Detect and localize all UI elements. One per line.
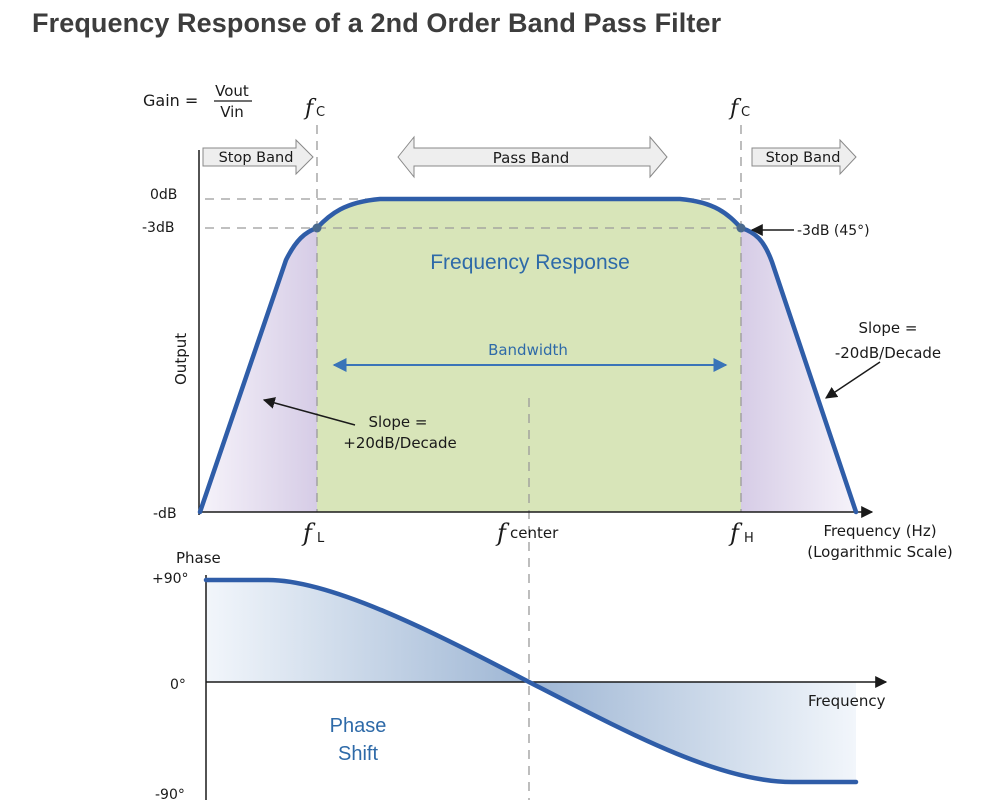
- freq-axis-label-line2: (Logarithmic Scale): [807, 543, 953, 561]
- slope-pos-line2: +20dB/Decade: [343, 434, 457, 452]
- f-high-symbol: f: [728, 519, 743, 547]
- rolloff-right-fill: [741, 228, 856, 512]
- slope-neg-line2: -20dB/Decade: [835, 344, 941, 362]
- phase-shift-line1: Phase: [330, 715, 387, 737]
- reference-dashes: [205, 125, 742, 800]
- page-title: Frequency Response of a 2nd Order Band P…: [32, 8, 722, 38]
- minus3db-45-label: -3dB (45°): [797, 223, 870, 239]
- f-low-symbol: f: [301, 519, 316, 547]
- phase-shift-line2: Shift: [338, 743, 378, 765]
- phase-tick-minus90: -90°: [155, 787, 185, 803]
- gain-formula-lhs: Gain =: [143, 91, 198, 110]
- cutoff-symbol-high-sub: C: [741, 105, 750, 120]
- tick-0db: 0dB: [150, 187, 177, 203]
- phase-x-axis-label: Frequency: [808, 692, 886, 710]
- freq-axis-label-line1: Frequency (Hz): [823, 522, 936, 540]
- phase-curve: [203, 577, 859, 785]
- slope-neg-pointer: [825, 361, 881, 399]
- stop-band-arrow-left: [202, 138, 314, 176]
- f-center-symbol: f: [495, 519, 510, 547]
- cutoff-point-high: [736, 223, 746, 233]
- f-low-sub: L: [317, 531, 325, 546]
- slope-pos-line1: Slope =: [369, 413, 428, 431]
- frequency-response-label: Frequency Response: [430, 251, 630, 274]
- slope-pos-pointer: [262, 397, 356, 426]
- cutoff-point-low: [312, 223, 322, 233]
- phase-axis-title: Phase: [176, 549, 221, 567]
- tick-minus-db: -dB: [153, 506, 177, 522]
- stop-band-label-right: Stop Band: [766, 150, 841, 166]
- gain-denominator: Vin: [220, 103, 244, 121]
- cutoff-symbol-low-sub: C: [316, 105, 325, 120]
- phase-tick-plus90: +90°: [152, 571, 189, 587]
- pass-band-arrow: [397, 135, 668, 179]
- phase-fill-negative: [529, 682, 856, 782]
- gain-numerator: Vout: [215, 82, 249, 100]
- pass-band-label: Pass Band: [493, 149, 569, 167]
- stop-band-arrow-right: [751, 138, 857, 176]
- tick-minus3db: -3dB: [142, 220, 174, 236]
- cutoff-symbol-high: f: [728, 96, 742, 121]
- output-axis-label: Output: [172, 333, 190, 385]
- slope-neg-line1: Slope =: [859, 319, 918, 337]
- cutoff-symbol-low: f: [303, 96, 317, 121]
- f-center-sub: center: [510, 524, 559, 542]
- bandwidth-label: Bandwidth: [488, 341, 568, 359]
- passband-fill: [317, 199, 741, 512]
- stop-band-label-left: Stop Band: [219, 150, 294, 166]
- phase-fill-positive: [206, 580, 529, 682]
- rolloff-left-fill: [200, 228, 317, 512]
- f-high-sub: H: [744, 531, 754, 546]
- phase-tick-0: 0°: [170, 677, 186, 693]
